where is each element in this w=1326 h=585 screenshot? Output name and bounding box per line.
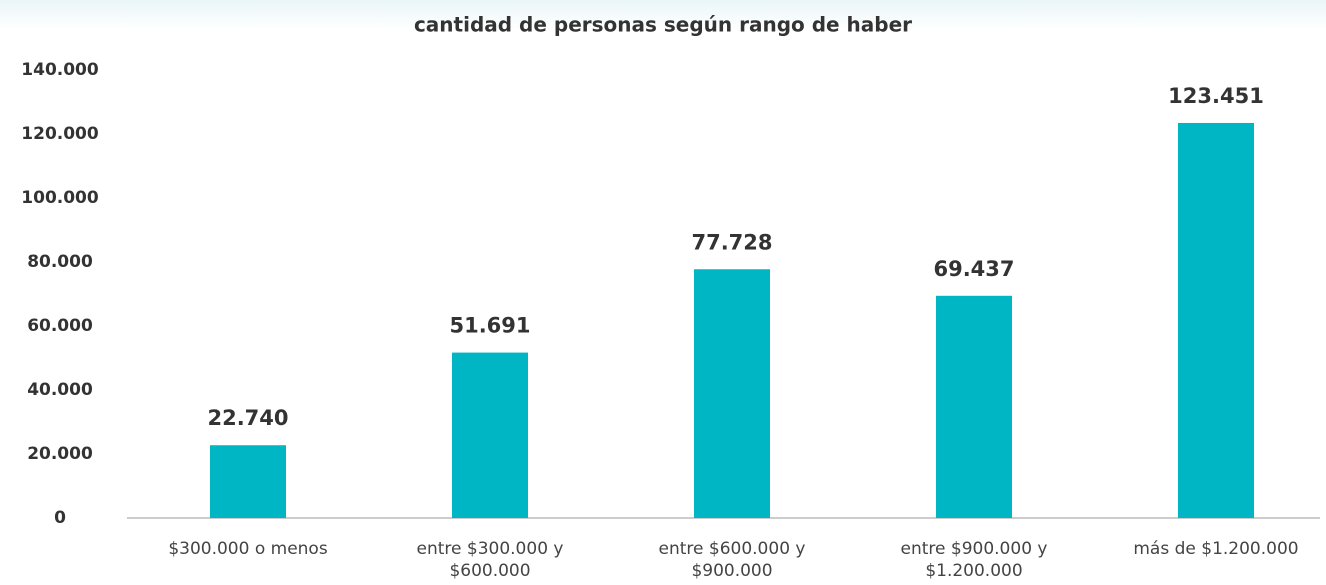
chart-title: cantidad de personas según rango de habe… bbox=[414, 13, 912, 37]
y-tick-label: 40.000 bbox=[27, 380, 93, 400]
x-tick-label: entre $900.000 y $1.200.000 bbox=[900, 539, 1048, 581]
x-tick-label: más de $1.200.000 bbox=[1133, 539, 1299, 559]
data-label: 77.728 bbox=[691, 230, 772, 254]
y-tick-label: 0 bbox=[54, 508, 66, 528]
bar bbox=[210, 445, 286, 518]
y-tick-label: 60.000 bbox=[27, 316, 93, 336]
bar bbox=[936, 295, 1012, 518]
x-tick-label: entre $600.000 y $900.000 bbox=[658, 539, 806, 581]
data-label: 22.740 bbox=[207, 406, 288, 430]
y-tick-label: 100.000 bbox=[21, 188, 99, 208]
y-tick-label: 120.000 bbox=[21, 124, 99, 144]
data-label: 123.451 bbox=[1168, 84, 1264, 108]
data-label: 51.691 bbox=[449, 314, 530, 338]
y-tick-label: 140.000 bbox=[21, 60, 99, 80]
bar bbox=[694, 269, 770, 518]
y-tick-label: 80.000 bbox=[27, 252, 93, 272]
bar bbox=[1178, 122, 1254, 519]
y-tick-label: 20.000 bbox=[27, 444, 93, 464]
x-tick-label: $300.000 o menos bbox=[168, 539, 328, 559]
bar bbox=[452, 352, 528, 518]
data-label: 69.437 bbox=[933, 257, 1014, 281]
x-tick-label: entre $300.000 y $600.000 bbox=[416, 539, 564, 581]
